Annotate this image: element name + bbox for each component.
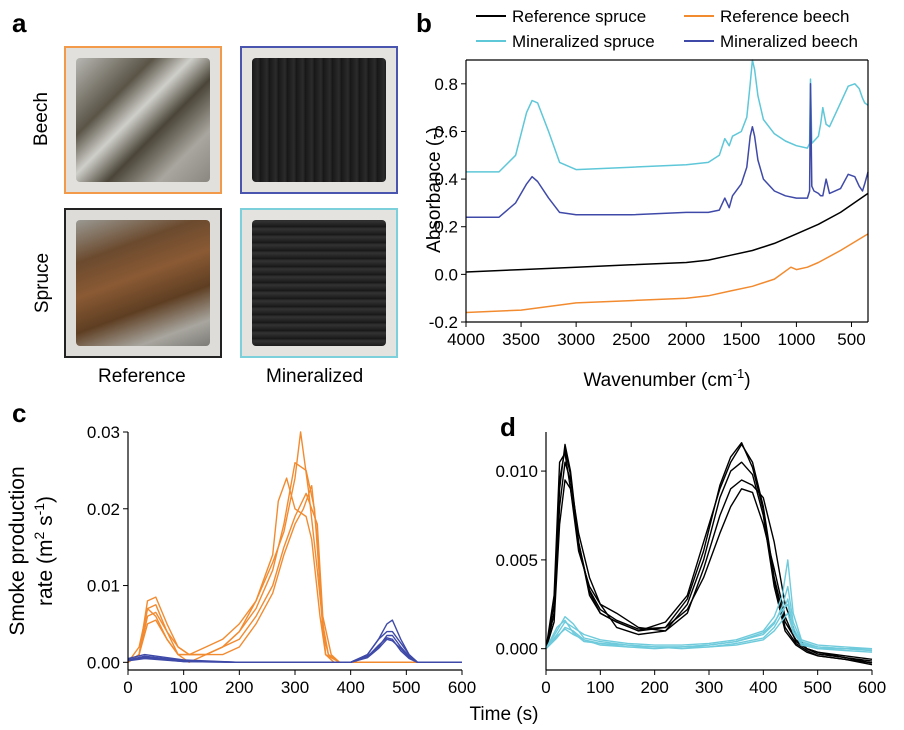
x-tick-label-b-3: 2500: [612, 330, 650, 349]
y-tick-label-c-3: 0.03: [87, 423, 120, 442]
series-line-d-0: [546, 444, 872, 663]
x-tick-label-d-1: 100: [586, 678, 614, 697]
x-tick-label-b-7: 500: [837, 330, 865, 349]
mineralized-beech-sample: [252, 58, 386, 182]
series-line-b-2: [466, 60, 868, 172]
y-tick-label-c-0: 0.00: [87, 653, 120, 672]
reference-beech-sample: [76, 58, 210, 182]
series-line-d-8: [546, 604, 872, 650]
series-line-c-4: [128, 478, 462, 662]
x-tick-label-d-6: 600: [858, 678, 886, 697]
legend-label-b-0: Reference spruce: [512, 7, 646, 26]
x-tick-label-d-4: 400: [749, 678, 777, 697]
y-tick-label-d-1: 0.005: [495, 551, 538, 570]
y-tick-label-d-2: 0.010: [495, 462, 538, 481]
series-line-d-2: [546, 462, 872, 661]
series-line-c-7: [128, 636, 462, 663]
y-tick-label-b-4: 0.6: [434, 122, 458, 141]
photo-mineralized-spruce: [240, 208, 398, 358]
panel-label-a: a: [12, 8, 26, 39]
x-tick-label-b-5: 1500: [722, 330, 760, 349]
reference-spruce-sample: [76, 220, 210, 346]
x-tick-label-b-2: 3000: [557, 330, 595, 349]
photo-mineralized-beech: [240, 46, 398, 194]
y-tick-label-d-0: 0.000: [495, 640, 538, 659]
series-line-c-6: [128, 632, 462, 663]
x-tick-label-b-6: 1000: [777, 330, 815, 349]
x-tick-label-c-1: 100: [169, 678, 197, 697]
x-tick-label-d-5: 500: [803, 678, 831, 697]
y-axis-label-c-line1: Smoke production: [6, 466, 29, 635]
x-tick-label-c-2: 200: [225, 678, 253, 697]
row-label-spruce: Spruce: [32, 248, 54, 318]
series-line-d-7: [546, 599, 872, 652]
series-line-c-0: [128, 463, 462, 663]
y-tick-label-c-2: 0.02: [87, 500, 120, 519]
panel-label-d: d: [500, 412, 516, 443]
series-line-b-0: [466, 193, 868, 272]
series-line-c-2: [128, 493, 462, 662]
legend-label-b-3: Mineralized beech: [720, 32, 858, 51]
photo-reference-beech: [64, 46, 222, 194]
y-axis-label-c-line2: rate (m2 s-1): [31, 496, 57, 606]
y-tick-label-b-0: -0.2: [429, 313, 458, 332]
y-tick-label-b-5: 0.8: [434, 75, 458, 94]
y-axis-label-b: Absorbance (-): [424, 127, 445, 253]
column-label-reference: Reference: [98, 366, 186, 388]
x-tick-label-c-4: 400: [336, 678, 364, 697]
row-label-beech: Beech: [31, 89, 53, 149]
x-tick-label-b-0: 4000: [447, 330, 485, 349]
legend-label-b-1: Reference beech: [720, 7, 849, 26]
x-tick-label-b-1: 3500: [502, 330, 540, 349]
y-tick-label-b-1: 0.0: [434, 265, 458, 284]
x-tick-label-b-4: 2000: [667, 330, 705, 349]
panel-label-c: c: [12, 398, 26, 429]
panel-label-b: b: [416, 8, 432, 39]
series-line-d-5: [546, 560, 872, 649]
x-axis-label-d: Time (s): [470, 704, 539, 725]
series-line-b-1: [466, 234, 868, 313]
y-tick-label-b-2: 0.2: [434, 218, 458, 237]
series-line-d-9: [546, 613, 872, 649]
series-line-c-8: [128, 639, 462, 662]
legend-label-b-2: Mineralized spruce: [512, 32, 655, 51]
series-line-c-1: [128, 432, 462, 662]
x-tick-label-d-3: 300: [695, 678, 723, 697]
photo-reference-spruce: [64, 208, 222, 358]
x-tick-label-c-6: 600: [448, 678, 476, 697]
x-tick-label-d-2: 200: [640, 678, 668, 697]
x-tick-label-c-3: 300: [281, 678, 309, 697]
x-tick-label-c-5: 500: [392, 678, 420, 697]
y-tick-label-c-1: 0.01: [87, 577, 120, 596]
series-line-d-1: [546, 453, 872, 664]
series-line-d-3: [546, 480, 872, 659]
x-tick-label-d-0: 0: [541, 678, 550, 697]
x-axis-label-b: Wavenumber (cm-1): [583, 366, 750, 391]
series-line-d-6: [546, 587, 872, 651]
series-line-c-3: [128, 486, 462, 663]
series-line-c-5: [128, 620, 462, 662]
y-tick-label-b-3: 0.4: [434, 170, 458, 189]
series-line-b-3: [466, 84, 868, 217]
column-label-mineralized: Mineralized: [266, 366, 363, 388]
mineralized-spruce-sample: [252, 220, 386, 346]
series-line-d-4: [546, 443, 872, 663]
series-line-c-9: [128, 638, 462, 663]
x-tick-label-c-0: 0: [123, 678, 132, 697]
